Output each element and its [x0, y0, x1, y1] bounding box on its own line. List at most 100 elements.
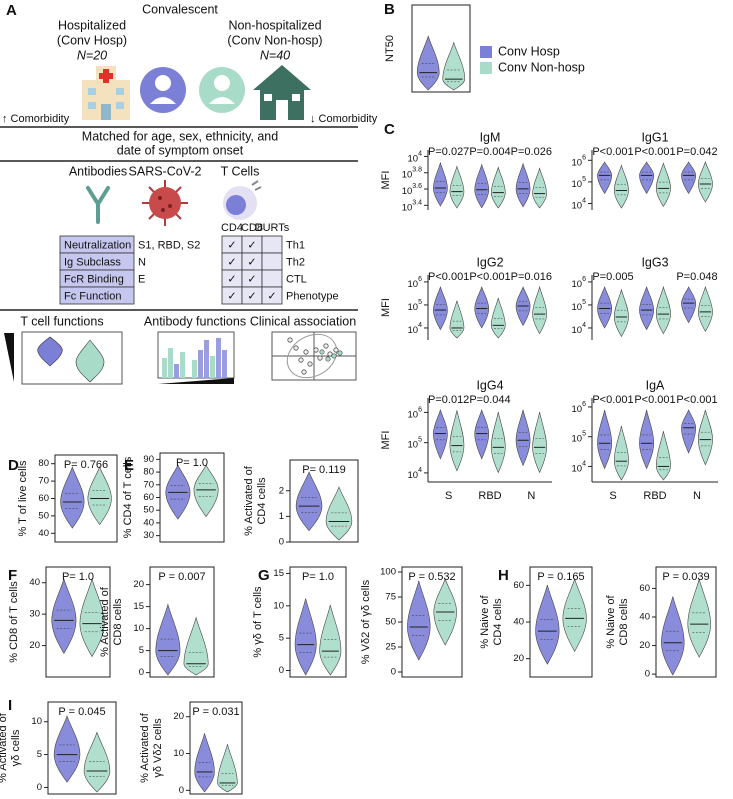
y-tick-label: 0: [645, 669, 650, 680]
tcell-icon: [223, 180, 262, 220]
check-mark: ✓: [227, 256, 236, 268]
p-value-label: P=0.004: [469, 146, 510, 158]
p-value-label: P=0.027: [428, 146, 469, 158]
violin: [474, 286, 490, 329]
y-tick-label: 103.6: [402, 183, 422, 197]
virus-icon: [142, 180, 188, 226]
matched-text: date of symptom onset: [117, 143, 244, 157]
table-header: DURTs: [255, 222, 290, 234]
violin: [217, 744, 238, 793]
y-axis-label: % Activated of: [99, 586, 111, 657]
violin: [655, 285, 671, 335]
violin: [655, 162, 671, 207]
tick-base: 10: [408, 301, 419, 312]
tick-base: 10: [572, 403, 583, 414]
tick-exponent: 4: [418, 467, 422, 474]
violin: [681, 161, 697, 194]
tick-base: 10: [408, 324, 419, 335]
violin: [433, 161, 448, 207]
violin: [597, 409, 613, 470]
tick-base: 10: [402, 169, 413, 180]
table-cell: [261, 269, 283, 288]
check-mark: ✓: [247, 290, 256, 302]
tick-exponent: 4: [418, 150, 422, 157]
violin: [294, 598, 317, 676]
violin: [60, 466, 85, 529]
y-axis-label: NT50: [384, 35, 396, 62]
p-value-label: P= 0.766: [64, 459, 108, 471]
tick-exponent: 6: [582, 276, 586, 283]
plot-frame: [411, 4, 471, 93]
tick-exponent: 5: [582, 431, 586, 438]
y-axis-label: CD4 cells: [492, 598, 504, 646]
p-value-label: P = 0.165: [537, 571, 584, 583]
table-value: E: [138, 273, 145, 285]
check-mark: ✓: [227, 239, 236, 251]
table-label: Ig Subclass: [64, 256, 121, 268]
antibody-table: Neutralization S1, RBD, S2 Ig Subclass N FcR…: [59, 235, 200, 305]
check-mark: ✓: [247, 239, 256, 251]
violin: [532, 167, 547, 209]
table-cell: [261, 252, 283, 271]
y-tick-label: 40: [639, 612, 650, 623]
table-row-label: Th1: [286, 239, 305, 251]
house-icon: [253, 65, 311, 120]
y-axis-label: MFI: [380, 171, 392, 190]
p-value-label: P=0.005: [592, 271, 633, 283]
y-tick-label: 90: [143, 454, 154, 465]
y-tick-label: 10: [273, 600, 284, 611]
panel-letter: I: [8, 697, 12, 714]
violin: [193, 464, 219, 518]
y-tick-label: 40: [143, 517, 154, 528]
function-label: Clinical association: [250, 314, 356, 328]
y-axis-label: % γδ of T cells: [252, 586, 264, 658]
p-value-label: P<0.001: [634, 394, 675, 406]
chart-title: IgM: [480, 130, 501, 144]
y-tick-label: 50: [38, 510, 49, 521]
chart-title: IgG1: [641, 130, 668, 144]
y-axis-label: CD8 cells: [618, 598, 630, 646]
tick-exponent: 4: [582, 197, 586, 204]
y-axis-label: % Activated of: [243, 465, 255, 536]
p-value-label: P=0.042: [676, 146, 717, 158]
y-axis-label: γδ Vδ2 cells: [152, 718, 164, 778]
y-tick-label: 0: [37, 782, 42, 793]
check-mark: ✓: [227, 273, 236, 285]
y-tick-label: 105: [572, 176, 587, 190]
p-value-label: P = 0.045: [58, 706, 105, 718]
person-hosp-icon: [140, 67, 186, 113]
y-tick-label: 105: [572, 299, 587, 313]
y-tick-label: 80: [38, 458, 49, 469]
y-tick-label: 0: [179, 785, 184, 796]
p-value-label: P<0.001: [634, 146, 675, 158]
y-tick-label: 106: [408, 406, 423, 420]
panel-letter: F: [8, 567, 17, 584]
y-tick-label: 10: [133, 623, 144, 634]
violin: [597, 161, 613, 194]
y-tick-label: 40: [29, 577, 40, 588]
tick-exponent: 5: [418, 299, 422, 306]
y-axis-label: % Vδ2 of γδ cells: [360, 579, 372, 664]
y-tick-label: 60: [513, 580, 524, 591]
group-n: N=20: [77, 48, 107, 62]
tick-base: 10: [408, 439, 419, 450]
legend-label: Conv Hosp: [498, 44, 560, 58]
p-value-label: P = 0.007: [158, 571, 205, 583]
violin: [416, 35, 440, 91]
tick-base: 10: [572, 178, 583, 189]
y-tick-label: 40: [513, 617, 524, 628]
legend-label: Conv Non-hosp: [498, 60, 585, 74]
y-tick-label: 10: [31, 716, 42, 727]
y-tick-label: 25: [385, 642, 396, 653]
table-label: Fc Function: [64, 290, 121, 302]
p-value-label: P<0.001: [469, 271, 510, 283]
y-tick-label: 105: [408, 437, 423, 451]
hospital-icon: [82, 66, 130, 120]
violin: [442, 41, 466, 91]
tick-base: 10: [572, 324, 583, 335]
violin: [319, 604, 342, 676]
panel-letter: B: [384, 1, 395, 18]
y-tick-label: 104: [408, 150, 423, 164]
legend-swatch: [480, 62, 492, 74]
